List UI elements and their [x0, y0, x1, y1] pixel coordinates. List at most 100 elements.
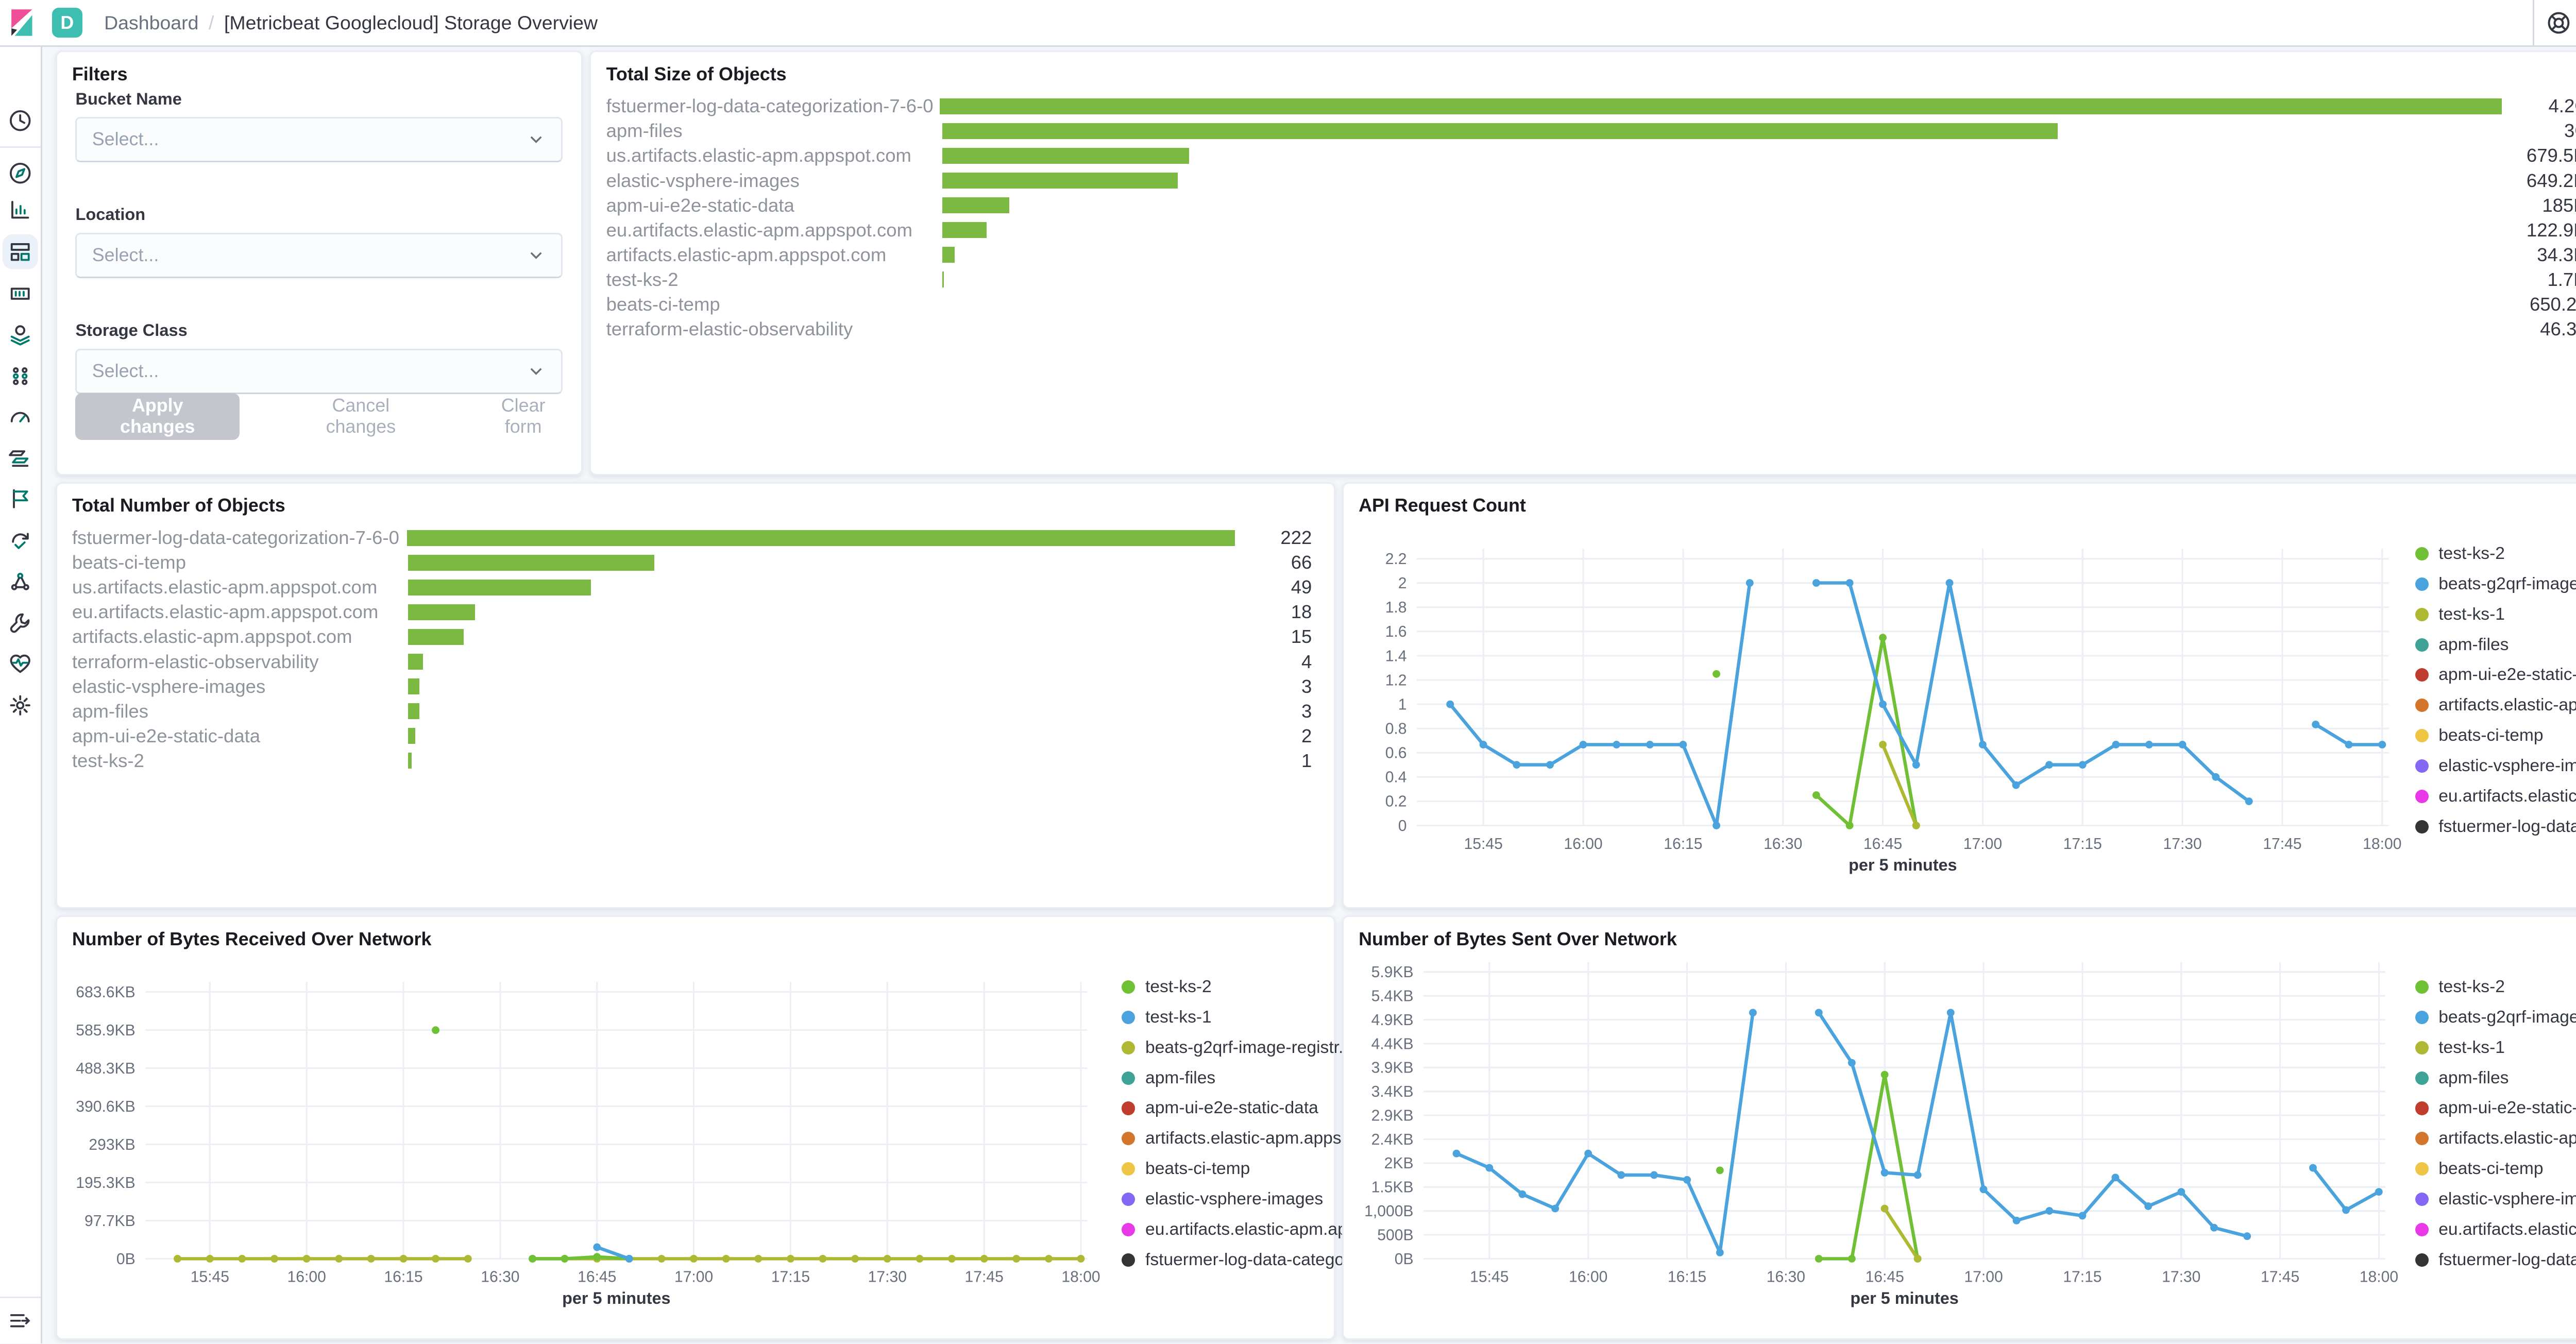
dashboard-icon: [10, 243, 30, 261]
legend-item[interactable]: eu.artifacts.elastic-apm.apps...: [1122, 1220, 1380, 1239]
sidebar-item-apm[interactable]: [3, 481, 38, 516]
storage-class-select[interactable]: Select...: [75, 348, 563, 394]
legend-item[interactable]: test-ks-1: [1122, 1008, 1330, 1027]
sidebar-item-recently-viewed[interactable]: [3, 103, 38, 138]
sidebar-collapse-button[interactable]: [0, 1296, 41, 1343]
legend-item[interactable]: beats-ci-temp: [1122, 1159, 1330, 1179]
sidebar-item-uptime[interactable]: [3, 523, 38, 558]
sidebar-item-discover[interactable]: [3, 156, 38, 191]
legend-item[interactable]: apm-files: [2415, 1068, 2576, 1088]
legend-item[interactable]: beats-g2qrf-image-reg...1.9KB: [2415, 1008, 2576, 1027]
location-select[interactable]: Select...: [75, 232, 563, 278]
svg-text:per 5 minutes: per 5 minutes: [1850, 1288, 1958, 1307]
legend-color-dot: [1122, 980, 1136, 994]
bar-row[interactable]: apm-files 3: [72, 699, 1312, 724]
bar-row[interactable]: elastic-vsphere-images 3: [72, 674, 1312, 699]
filters-title: Filters: [72, 63, 128, 84]
bar-row[interactable]: us.artifacts.elastic-apm.appspot.com 679.…: [606, 143, 2576, 168]
legend-item[interactable]: apm-ui-e2e-static-data: [1122, 1098, 1330, 1118]
kibana-logo[interactable]: [0, 7, 44, 39]
bar-row[interactable]: test-ks-2 1: [72, 748, 1312, 773]
sidebar-item-siem[interactable]: [3, 564, 38, 599]
bar-row[interactable]: terraform-elastic-observability 4: [72, 650, 1312, 674]
bar-row[interactable]: apm-ui-e2e-static-data 185MB: [606, 193, 2576, 218]
legend-item[interactable]: beats-ci-temp: [2415, 1159, 2576, 1179]
bar-fill: [408, 654, 423, 670]
legend-item[interactable]: test-ks-1: [2415, 1038, 2576, 1058]
cancel-changes-button[interactable]: Cancel changes: [300, 395, 421, 437]
bucket-name-select[interactable]: Select...: [75, 116, 563, 162]
bar-row[interactable]: fstuermer-log-data-categorization-7-6-0 4…: [606, 94, 2576, 118]
bytes-sent-plot[interactable]: 0B 500B 1,000B 1.5KB 2KB 2.4KB 2.9KB 3.4KB 3.9KB…: [1344, 917, 2576, 1339]
bar-row[interactable]: elastic-vsphere-images 649.2MB: [606, 168, 2576, 193]
sidebar-item-dashboard[interactable]: [3, 234, 38, 270]
legend-item[interactable]: fstuermer-log-data-categoriz...: [2415, 1250, 2576, 1270]
legend-item[interactable]: elastic-vsphere-images: [2415, 1189, 2576, 1209]
bar-row[interactable]: eu.artifacts.elastic-apm.appspot.com 18: [72, 600, 1312, 624]
sidebar-item-management[interactable]: [3, 688, 38, 723]
legend-item[interactable]: beats-g2qrf-image-regi...0.667: [2415, 574, 2576, 594]
bar-row[interactable]: terraform-elastic-observability 46.3KB: [606, 317, 2576, 342]
bar-row[interactable]: beats-ci-temp 650.2KB: [606, 292, 2576, 317]
legend-item[interactable]: elastic-vsphere-images: [2415, 756, 2576, 776]
sidebar-item-canvas[interactable]: [3, 276, 38, 311]
bar-row[interactable]: apm-files 3GB: [606, 118, 2576, 143]
bar-row[interactable]: eu.artifacts.elastic-apm.appspot.com 122.…: [606, 218, 2576, 243]
space-badge[interactable]: D: [52, 7, 82, 38]
help-button[interactable]: [2533, 0, 2576, 46]
legend-series-name: artifacts.elastic-apm.appspot...: [2438, 695, 2576, 715]
legend-item[interactable]: fstuermer-log-data-categoriz...: [2415, 817, 2576, 837]
bar-row[interactable]: test-ks-2 1.7MB: [606, 267, 2576, 292]
api-request-count-panel: API Request Count 0 0.2 0.4 0.6 0.8 1 1.2 1.4 1.…: [1342, 482, 2576, 909]
api-request-count-plot[interactable]: 0 0.2 0.4 0.6 0.8 1 1.2 1.4 1.6 1.8 2 2.2 15:45 16:00…: [1344, 484, 2576, 907]
bar-row[interactable]: fstuermer-log-data-categorization-7-6-0 2…: [72, 525, 1312, 550]
legend-item[interactable]: apm-ui-e2e-static-data: [2415, 665, 2576, 685]
legend-series-name: fstuermer-log-data-categoriz...: [2438, 816, 2576, 836]
legend-item[interactable]: fstuermer-log-data-categoriz...: [1122, 1250, 1377, 1270]
sidebar-item-machine-learning[interactable]: [3, 359, 38, 394]
legend-item[interactable]: beats-g2qrf-image-registr...0B: [1122, 1038, 1386, 1058]
bytes-received-plot[interactable]: 0B 97.7KB 195.3KB 293KB 390.6KB 488.3KB 585.9K…: [57, 917, 1334, 1339]
legend-item[interactable]: apm-files: [2415, 635, 2576, 655]
apply-changes-button[interactable]: Apply changes: [75, 393, 240, 440]
legend-item[interactable]: test-ks-2: [2415, 544, 2576, 564]
legend-item[interactable]: beats-ci-temp: [2415, 726, 2576, 745]
legend-item[interactable]: apm-ui-e2e-static-data: [2415, 1098, 2576, 1118]
legend-item[interactable]: test-ks-1: [2415, 605, 2576, 624]
sidebar-item-metrics[interactable]: [3, 399, 38, 434]
clear-form-button[interactable]: Clear form: [484, 395, 563, 437]
legend-item[interactable]: eu.artifacts.elastic-apm.apps...: [2415, 787, 2576, 806]
legend-item[interactable]: apm-files: [1122, 1068, 1330, 1088]
legend-color-dot: [1122, 1101, 1136, 1115]
bar-row[interactable]: artifacts.elastic-apm.appspot.com 15: [72, 624, 1312, 649]
bar-row[interactable]: beats-ci-temp 66: [72, 550, 1312, 575]
bar-row[interactable]: apm-ui-e2e-static-data 2: [72, 724, 1312, 748]
bar-value: 679.5MB: [2526, 145, 2576, 166]
bar-label: test-ks-2: [72, 750, 144, 771]
legend-item[interactable]: artifacts.elastic-apm.appspot...: [1122, 1129, 1380, 1148]
legend-item[interactable]: test-ks-2: [1122, 977, 1330, 997]
legend-item[interactable]: elastic-vsphere-images: [1122, 1189, 1330, 1209]
legend-item[interactable]: artifacts.elastic-apm.appspot...: [2415, 695, 2576, 715]
bar-track: [408, 604, 1234, 620]
breadcrumb-dashboard-link[interactable]: Dashboard: [104, 11, 199, 33]
sidebar-item-maps[interactable]: [3, 316, 38, 351]
svg-text:16:00: 16:00: [287, 1268, 326, 1285]
bar-row[interactable]: artifacts.elastic-apm.appspot.com 34.3MB: [606, 243, 2576, 267]
svg-text:2.2: 2.2: [1385, 551, 1406, 568]
sidebar-item-visualize[interactable]: [3, 192, 38, 227]
legend-item[interactable]: artifacts.elastic-apm.appspot...: [2415, 1129, 2576, 1148]
bar-value: 2: [1301, 725, 1312, 746]
bar-row[interactable]: us.artifacts.elastic-apm.appspot.com 49: [72, 575, 1312, 600]
sidebar-item-logs[interactable]: [3, 441, 38, 476]
sidebar-item-stack-monitoring[interactable]: [3, 645, 38, 680]
legend-item[interactable]: test-ks-2: [2415, 977, 2576, 997]
legend-item[interactable]: eu.artifacts.elastic-apm.apps...: [2415, 1220, 2576, 1239]
legend-color-dot: [1122, 1162, 1136, 1176]
bar-label: elastic-vsphere-images: [72, 675, 266, 697]
bar-track: [942, 247, 2501, 263]
svg-text:2.9KB: 2.9KB: [1371, 1107, 1413, 1124]
sidebar-item-dev-tools[interactable]: [3, 605, 38, 640]
total-size-bar-chart: fstuermer-log-data-categorization-7-6-0 4…: [606, 94, 2576, 342]
legend-color-dot: [2415, 577, 2429, 591]
